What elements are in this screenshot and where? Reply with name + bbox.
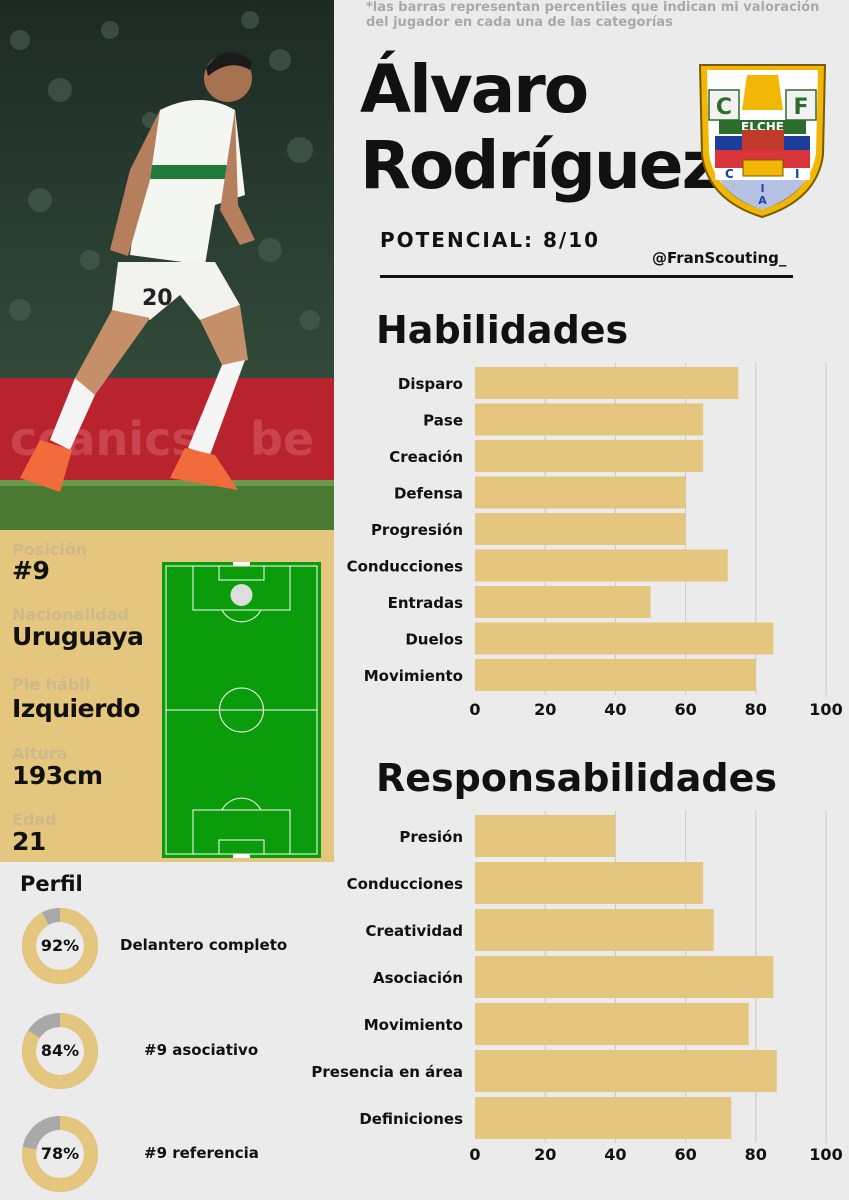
profile-pct-3: 78%: [40, 1144, 80, 1163]
x-tick-label: 100: [809, 700, 842, 719]
foot-label: Pie hábil: [12, 675, 91, 694]
profile-donut-1: 92%: [20, 906, 100, 986]
category-label: Movimiento: [364, 1016, 463, 1034]
habilidades-title: Habilidades: [376, 308, 629, 352]
x-tick-label: 0: [469, 1145, 480, 1164]
nationality-label: Nacionalidad: [12, 605, 130, 624]
bar: [475, 1050, 777, 1092]
bar: [475, 815, 616, 857]
height-value: 193cm: [12, 761, 103, 790]
category-label: Presión: [399, 828, 463, 846]
category-label: Duelos: [405, 631, 463, 649]
x-tick-label: 100: [809, 1145, 842, 1164]
bar: [475, 367, 739, 399]
pitch-position-diagram: [162, 562, 321, 858]
profile-label-3: #9 referencia: [144, 1144, 259, 1162]
player-name: Álvaro Rodríguez: [360, 51, 720, 204]
x-tick-label: 40: [604, 1145, 626, 1164]
category-label: Conducciones: [347, 558, 463, 576]
profile-title: Perfil: [20, 872, 83, 896]
position-value: #9: [12, 556, 50, 585]
profile-label-2: #9 asociativo: [144, 1041, 259, 1059]
habilidades-chart: 0 20 40 60 80 100 Disparo Pase Creación Defensa Pr…: [347, 363, 843, 719]
bar: [475, 513, 686, 545]
category-label: Movimiento: [364, 667, 463, 685]
x-tick-label: 60: [674, 1145, 696, 1164]
author-handle: @FranScouting_: [652, 249, 787, 267]
category-label: Definiciones: [359, 1110, 463, 1128]
category-label: Creatividad: [365, 922, 463, 940]
bar: [475, 862, 704, 904]
profile-donut-2: 84%: [20, 1011, 100, 1091]
crest-letter-bm: I: [760, 182, 764, 195]
x-tick-label: 80: [745, 1145, 767, 1164]
player-position-marker: [230, 584, 253, 606]
profile-donut-3: 78%: [20, 1114, 100, 1194]
crest-letter-tr: F: [793, 95, 808, 120]
player-photo-illustration: ccanics be 20: [0, 0, 334, 530]
donut-chart-icon: [22, 908, 98, 984]
responsabilidades-title: Responsabilidades: [376, 756, 777, 800]
bar: [475, 956, 774, 998]
donut-chart-icon: [22, 1013, 98, 1089]
bar: [475, 622, 774, 655]
x-tick-label: 60: [674, 700, 696, 719]
crest-letter-bl: C: [725, 167, 734, 181]
divider: [380, 275, 793, 278]
category-label: Presencia en área: [311, 1063, 463, 1081]
position-label: Posición: [12, 540, 88, 559]
x-tick-label: 20: [534, 1145, 556, 1164]
category-label: Conducciones: [347, 875, 463, 893]
category-label: Asociación: [373, 969, 463, 987]
foot-value: Izquierdo: [12, 694, 140, 723]
bar: [475, 440, 704, 472]
potential-rating: POTENCIAL: 8/10: [380, 228, 601, 252]
player-first-name: Álvaro: [360, 51, 589, 128]
club-crest-logo: C F ELCHE C I I A: [695, 60, 830, 220]
bar: [475, 549, 728, 582]
x-tick-label: 20: [534, 700, 556, 719]
donut-chart-icon: [22, 1116, 98, 1192]
category-label: Creación: [389, 448, 463, 466]
height-label: Altura: [12, 744, 68, 763]
bar: [475, 659, 756, 691]
bar: [475, 1003, 749, 1045]
category-label: Progresión: [371, 521, 463, 539]
age-label: Edad: [12, 810, 57, 829]
svg-text:be: be: [250, 412, 314, 466]
bar: [475, 403, 704, 436]
player-photo: ccanics be 20: [0, 0, 334, 530]
category-label: Disparo: [398, 375, 463, 393]
profile-pct-1: 92%: [40, 936, 80, 955]
responsabilidades-chart: 0 20 40 60 80 100 Presión Conducciones Creativid…: [311, 811, 843, 1164]
elche-crest-icon: C F ELCHE C I I A: [698, 64, 827, 219]
category-label: Entradas: [388, 594, 463, 612]
crest-letter-tl: C: [716, 95, 732, 120]
nationality-value: Uruguaya: [12, 622, 144, 651]
bar: [475, 476, 686, 509]
profile-label-1: Delantero completo: [120, 936, 288, 954]
crest-letter-foot: A: [758, 194, 767, 207]
svg-text:20: 20: [142, 286, 173, 311]
category-label: Pase: [423, 412, 463, 430]
profile-pct-2: 84%: [40, 1041, 80, 1060]
percentile-note: *las barras representan percentiles que …: [366, 0, 820, 30]
bar: [475, 586, 651, 618]
x-tick-label: 80: [745, 700, 767, 719]
player-last-name: Rodríguez: [360, 127, 720, 204]
player-info-panel: Posición #9 Nacionalidad Uruguaya Pie há…: [0, 530, 334, 862]
crest-letter-br: I: [795, 167, 799, 181]
bar: [475, 1097, 732, 1139]
age-value: 21: [12, 827, 46, 856]
x-tick-label: 0: [469, 700, 480, 719]
x-tick-label: 40: [604, 700, 626, 719]
category-label: Defensa: [394, 485, 463, 503]
bar: [475, 909, 714, 951]
